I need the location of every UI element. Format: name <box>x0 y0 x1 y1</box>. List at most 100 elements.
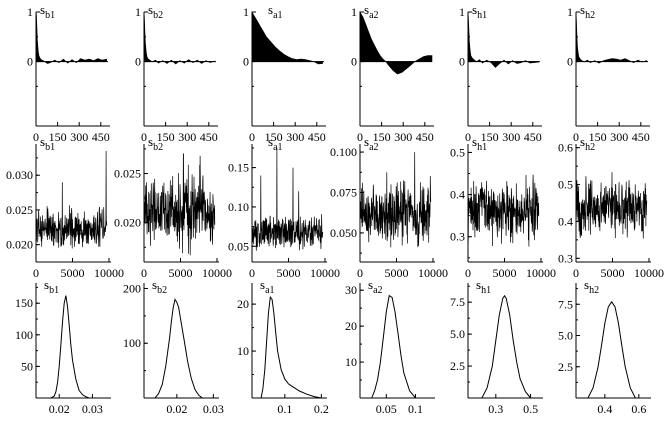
y-tick-label: 0.6 <box>558 141 573 155</box>
y-tick-label: 5.0 <box>450 327 465 341</box>
acf-area <box>35 11 107 64</box>
panel-trace-b2: 0.020 0.025 0 5000 10000 sb2 <box>114 134 232 280</box>
panel-acf-b2: 0 1 0 150 300 450 sb2 <box>135 2 218 144</box>
x-tick-label: 150 <box>373 130 391 144</box>
panel-title: sh1 <box>472 2 487 21</box>
x-tick-label: 0 <box>357 130 363 144</box>
panel-density-h1: 2.5 5.0 7.5 0.3 0.5 sh1 <box>450 277 543 416</box>
y-tick-label: 1 <box>459 5 465 19</box>
y-tick-label: 0 <box>27 55 33 69</box>
x-tick-label: 0 <box>465 130 471 144</box>
x-tick-label: 0 <box>573 266 579 280</box>
y-tick-label: 20 <box>237 297 249 311</box>
x-tick-label: 0 <box>357 266 363 280</box>
panel-title: sh1 <box>476 277 491 296</box>
acf-area <box>251 10 323 65</box>
x-tick-label: 0.2 <box>314 402 329 416</box>
x-tick-label: 300 <box>178 130 196 144</box>
x-tick-label: 10000 <box>94 266 124 280</box>
y-tick-label: 0 <box>243 55 249 69</box>
x-tick-label: 0 <box>141 266 147 280</box>
panel-title: sh2 <box>580 2 595 21</box>
x-tick-label: 5000 <box>169 266 193 280</box>
x-tick-label: 0.03 <box>82 402 103 416</box>
y-tick-label: 0 <box>351 55 357 69</box>
panel-title: sb1 <box>40 134 55 153</box>
y-tick-label: 7.5 <box>558 297 573 311</box>
panel-trace-b1: 0.020 0.025 0.030 0 5000 10000 sb1 <box>6 134 124 280</box>
x-tick-label: 0.6 <box>631 402 646 416</box>
panel-title: sa1 <box>268 134 283 153</box>
panel-title: sb2 <box>152 277 167 296</box>
x-tick-label: 10000 <box>418 266 448 280</box>
x-tick-label: 0.02 <box>49 402 70 416</box>
y-tick-label: 50 <box>21 359 33 373</box>
trace-line <box>35 150 108 249</box>
panel-title: sb1 <box>40 2 55 21</box>
panel-title: sh2 <box>580 134 595 153</box>
density-line <box>154 298 203 399</box>
y-tick-label: 0.5 <box>450 145 465 159</box>
x-tick-label: 5000 <box>601 266 625 280</box>
x-tick-label: 0.1 <box>277 402 292 416</box>
y-tick-label: 0.020 <box>6 238 33 252</box>
acf-area <box>359 10 433 75</box>
panel-density-b1: 50 100 150 0.02 0.03 sb1 <box>15 277 111 416</box>
x-tick-label: 0 <box>33 130 39 144</box>
trace-line <box>143 153 216 256</box>
y-tick-label: 100 <box>123 336 141 350</box>
y-tick-label: 0.050 <box>330 226 357 240</box>
y-tick-label: 30 <box>345 283 357 297</box>
x-tick-label: 450 <box>92 130 110 144</box>
panel-acf-a2: 0 1 0 150 300 450 sa2 <box>351 2 434 144</box>
y-tick-label: 10 <box>237 344 249 358</box>
y-tick-label: 1 <box>27 5 33 19</box>
panel-density-a1: 10 20 0.1 0.2 sa1 <box>237 277 329 416</box>
acf-area <box>143 11 215 65</box>
panel-trace-a1: 0.05 0.10 0.15 0 5000 10000 sa1 <box>228 134 340 280</box>
x-tick-label: 450 <box>200 130 218 144</box>
y-tick-label: 1 <box>243 5 249 19</box>
panel-title: sb1 <box>44 277 59 296</box>
y-tick-label: 20 <box>345 319 357 333</box>
x-tick-label: 10000 <box>310 266 340 280</box>
y-tick-label: 5.0 <box>558 329 573 343</box>
x-tick-label: 0.1 <box>408 402 423 416</box>
y-tick-label: 0.4 <box>450 188 465 202</box>
panel-density-a2: 10 20 30 0.05 0.1 sa2 <box>345 277 435 416</box>
x-tick-label: 450 <box>632 130 650 144</box>
panel-acf-h2: 0 1 0 150 300 450 sh2 <box>567 2 650 144</box>
panel-density-h2: 2.5 5.0 7.5 0.4 0.6 sh2 <box>558 277 651 416</box>
x-tick-label: 0 <box>573 130 579 144</box>
y-tick-label: 0.100 <box>330 145 357 159</box>
y-tick-label: 0.075 <box>330 185 357 199</box>
x-tick-label: 300 <box>610 130 628 144</box>
x-tick-label: 10000 <box>202 266 232 280</box>
x-tick-label: 0.05 <box>376 402 397 416</box>
panel-acf-a1: 0 1 0 150 300 450 sa1 <box>243 2 326 144</box>
y-tick-label: 100 <box>15 328 33 342</box>
panel-trace-a2: 0.050 0.075 0.100 0 5000 10000 sa2 <box>330 134 448 280</box>
x-tick-label: 5000 <box>61 266 85 280</box>
density-line <box>371 294 416 399</box>
y-tick-label: 0.3 <box>450 230 465 244</box>
y-tick-label: 2.5 <box>450 359 465 373</box>
x-tick-label: 450 <box>416 130 434 144</box>
x-tick-label: 0 <box>249 130 255 144</box>
y-tick-label: 150 <box>15 296 33 310</box>
y-tick-label: 2.5 <box>558 360 573 374</box>
panel-title: sh2 <box>584 277 599 296</box>
trace-line <box>575 172 648 239</box>
y-tick-label: 0.025 <box>114 167 141 181</box>
y-tick-label: 1 <box>567 5 573 19</box>
x-tick-label: 0.4 <box>597 402 612 416</box>
density-line <box>587 300 636 399</box>
panel-title: sa1 <box>260 277 275 296</box>
x-tick-label: 5000 <box>493 266 517 280</box>
x-tick-label: 450 <box>524 130 542 144</box>
y-tick-label: 0 <box>135 55 141 69</box>
x-tick-label: 150 <box>49 130 67 144</box>
x-tick-label: 0 <box>33 266 39 280</box>
x-tick-label: 300 <box>286 130 304 144</box>
x-tick-label: 10000 <box>634 266 664 280</box>
